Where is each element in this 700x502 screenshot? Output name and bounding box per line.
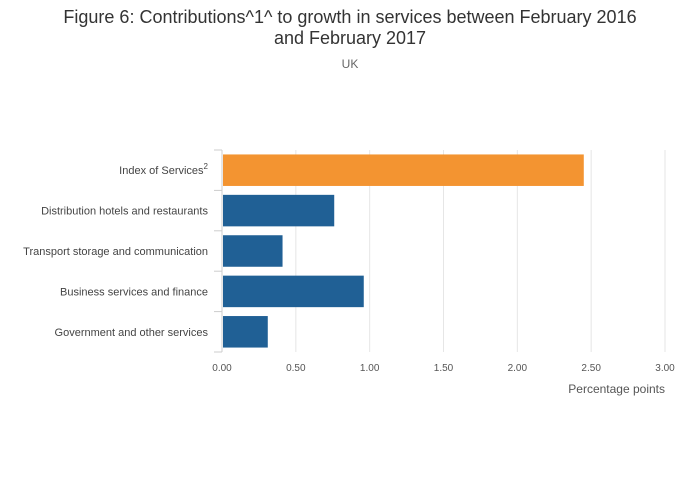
category-label-superscript: 2 [204, 162, 209, 171]
bar[interactable] [223, 316, 268, 348]
bar[interactable] [223, 275, 364, 308]
category-label-text: Government and other services [55, 327, 209, 339]
category-label: Index of Services2 [119, 162, 208, 177]
x-tick-labels: 0.00 0.50 1.00 1.50 2.00 2.50 3.00 [212, 363, 675, 374]
x-tick-label: 0.50 [286, 363, 306, 374]
category-label-text: Business services and finance [60, 286, 208, 298]
category-label: Distribution hotels and restaurants [41, 206, 208, 218]
x-tick-label: 1.50 [434, 363, 454, 374]
category-labels: Index of Services2 Distribution hotels an… [23, 162, 208, 339]
x-axis-title: Percentage points [568, 382, 665, 396]
bar[interactable] [223, 194, 335, 227]
category-label-text: Index of Services [119, 165, 204, 177]
x-tick-label: 1.00 [360, 363, 380, 374]
category-label: Business services and finance [60, 286, 208, 298]
category-label-text: Distribution hotels and restaurants [41, 206, 208, 218]
x-tick-label: 2.50 [581, 363, 601, 374]
x-tick-label: 2.00 [508, 363, 528, 374]
chart-subtitle: UK [341, 57, 359, 71]
bars [214, 149, 584, 353]
x-tick-label: 0.00 [212, 363, 232, 374]
chart-title-line-1: Figure 6: Contributions^1^ to growth in … [63, 7, 637, 27]
chart-title-line-2: and February 2017 [273, 28, 427, 48]
chart-title: Figure 6: Contributions^1^ to growth in … [0, 7, 700, 49]
category-label: Transport storage and communication [23, 246, 208, 258]
category-label: Government and other services [55, 327, 209, 339]
x-tick-label: 3.00 [655, 363, 675, 374]
category-label-text: Transport storage and communication [23, 246, 208, 258]
bar[interactable] [223, 235, 283, 267]
bar[interactable] [223, 154, 584, 186]
